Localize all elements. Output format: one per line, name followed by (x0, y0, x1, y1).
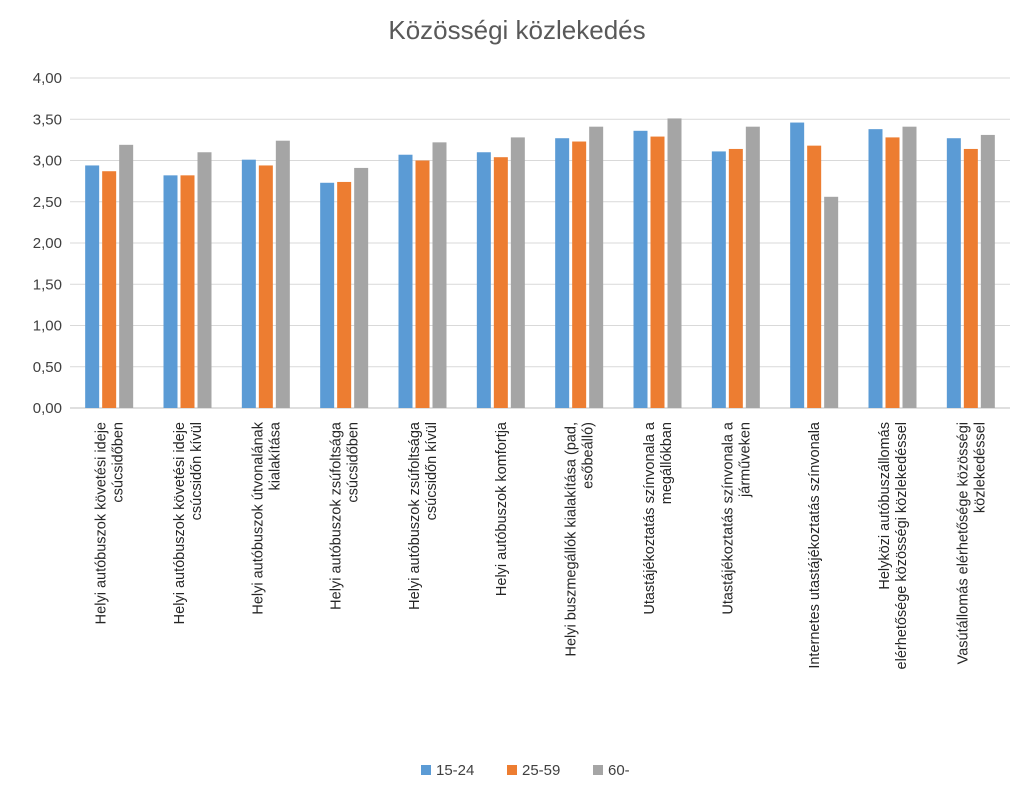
y-tick-label: 2,00 (33, 235, 62, 252)
y-tick-label: 1,00 (33, 318, 62, 335)
category-label-line: Helyi autóbuszok követési ideje (94, 422, 110, 624)
category-label-line: Helyi buszmegállók kialakítása (pad, (564, 422, 580, 657)
category-label-line: esőbeálló) (581, 422, 597, 489)
bar-15-24 (476, 152, 491, 408)
bar-25-59 (963, 148, 978, 408)
bar-60- (589, 126, 604, 409)
category-label-line: Helyi autóbuszok követési ideje (172, 422, 188, 624)
category-label-line: Utastájékoztatás színvonala a (720, 421, 736, 615)
category-label-line: Helyközi autóbuszállomás (877, 422, 893, 590)
category-label-line: Internetes utastájékoztatás színvonala (807, 421, 823, 669)
category-label-line: Helyi autóbuszok zsúfoltsága (407, 421, 423, 610)
bar-25-59 (728, 148, 743, 408)
category-label-line: csúcsidőben (111, 422, 127, 503)
category-label-line: csúcsidőben (346, 422, 362, 503)
bar-15-24 (85, 165, 100, 408)
bar-25-59 (572, 141, 587, 408)
y-tick-label: 2,50 (33, 194, 62, 211)
legend-label: 15-24 (436, 762, 474, 779)
legend-label: 25-59 (522, 762, 560, 779)
bar-15-24 (163, 175, 178, 408)
category-label: Helyi autóbuszok útvonalának kialakítása (250, 421, 283, 615)
category-label-line: Utastájékoztatás színvonala a (642, 421, 658, 615)
category-label-line: csúcsidőn kívül (424, 422, 440, 520)
gridlines (70, 77, 1010, 409)
bar-15-24 (241, 159, 256, 408)
legend-swatch (593, 765, 603, 775)
bar-15-24 (398, 154, 413, 408)
bar-25-59 (493, 157, 508, 408)
category-label-line: közlekedéssel (972, 422, 988, 513)
bar-60- (980, 134, 995, 409)
y-tick-label: 3,00 (33, 153, 62, 170)
bar-60- (824, 196, 839, 408)
bar-15-24 (320, 182, 335, 408)
legend-label: 60- (608, 762, 630, 779)
category-label-line: Vasútállomás elérhetősége közösségi (955, 422, 971, 664)
chart-title: Közösségi közlekedés (388, 15, 645, 45)
category-label: Vasútállomás elérhetősége közösségi közle… (955, 422, 988, 664)
legend: 15-24 25-59 60- (421, 762, 630, 779)
category-label: Utastájékoztatás színvonala a járműveken (720, 421, 753, 615)
bar-25-59 (415, 160, 430, 408)
bar-60- (667, 118, 682, 409)
y-tick-label: 0,50 (33, 359, 62, 376)
bar-60- (119, 144, 134, 408)
bar-15-24 (633, 130, 648, 409)
category-label: Internetes utastájékoztatás színvonala (807, 421, 823, 669)
bar-25-59 (650, 136, 665, 408)
bar-15-24 (790, 122, 805, 409)
legend-swatch (507, 765, 517, 775)
y-tick-label: 0,00 (33, 400, 62, 417)
bar-15-24 (711, 151, 726, 409)
bar-60- (275, 140, 290, 408)
category-label-line: járműveken (737, 422, 753, 498)
bars (85, 118, 995, 409)
bar-25-59 (885, 137, 900, 408)
bar-60- (902, 126, 917, 409)
bar-25-59 (180, 175, 195, 408)
bar-25-59 (102, 171, 117, 408)
bar-60- (197, 152, 212, 408)
category-label-line: Helyi autóbuszok komfortja (494, 421, 510, 596)
category-label: Helyi autóbuszok zsúfoltsága csúcsidőn kí… (407, 421, 440, 610)
category-label-line: kialakítása (267, 421, 283, 490)
bar-60- (745, 126, 760, 409)
legend-swatch (421, 765, 431, 775)
y-axis-ticks: 0,00 0,50 1,00 1,50 2,00 2,50 3,00 3,50 4,00 (33, 70, 62, 417)
category-label: Helyi autóbuszok zsúfoltsága csúcsidőben (329, 421, 362, 610)
bar-60- (432, 142, 447, 408)
bar-15-24 (555, 138, 570, 408)
category-labels: Helyi autóbuszok követési ideje csúcsidőb… (94, 421, 989, 669)
category-label-line: Helyi autóbuszok útvonalának (250, 421, 266, 614)
y-tick-label: 3,50 (33, 111, 62, 128)
category-label-line: csúcsidőn kívül (189, 422, 205, 520)
bar-60- (354, 167, 369, 408)
y-tick-label: 4,00 (33, 70, 62, 87)
category-label: Helyi autóbuszok követési ideje csúcsidőb… (94, 422, 127, 624)
category-label: Utastájékoztatás színvonala a megállókban (642, 421, 675, 615)
bar-15-24 (946, 138, 961, 408)
bar-25-59 (258, 165, 273, 408)
category-label: Helyközi autóbuszállomás elérhetősége köz… (877, 422, 910, 669)
bar-25-59 (337, 181, 352, 408)
category-label-line: Helyi autóbuszok zsúfoltsága (329, 421, 345, 610)
y-tick-label: 1,50 (33, 276, 62, 293)
category-label: Helyi autóbuszok követési ideje csúcsidőn… (172, 422, 205, 624)
bar-60- (510, 137, 525, 408)
bar-25-59 (807, 145, 822, 408)
category-label: Helyi autóbuszok komfortja (494, 421, 510, 596)
category-label-line: megállókban (659, 422, 675, 504)
bar-15-24 (868, 129, 883, 408)
category-label: Helyi buszmegállók kialakítása (pad, esőb… (564, 422, 597, 657)
category-label-line: elérhetősége közösségi közlekedéssel (894, 422, 910, 669)
